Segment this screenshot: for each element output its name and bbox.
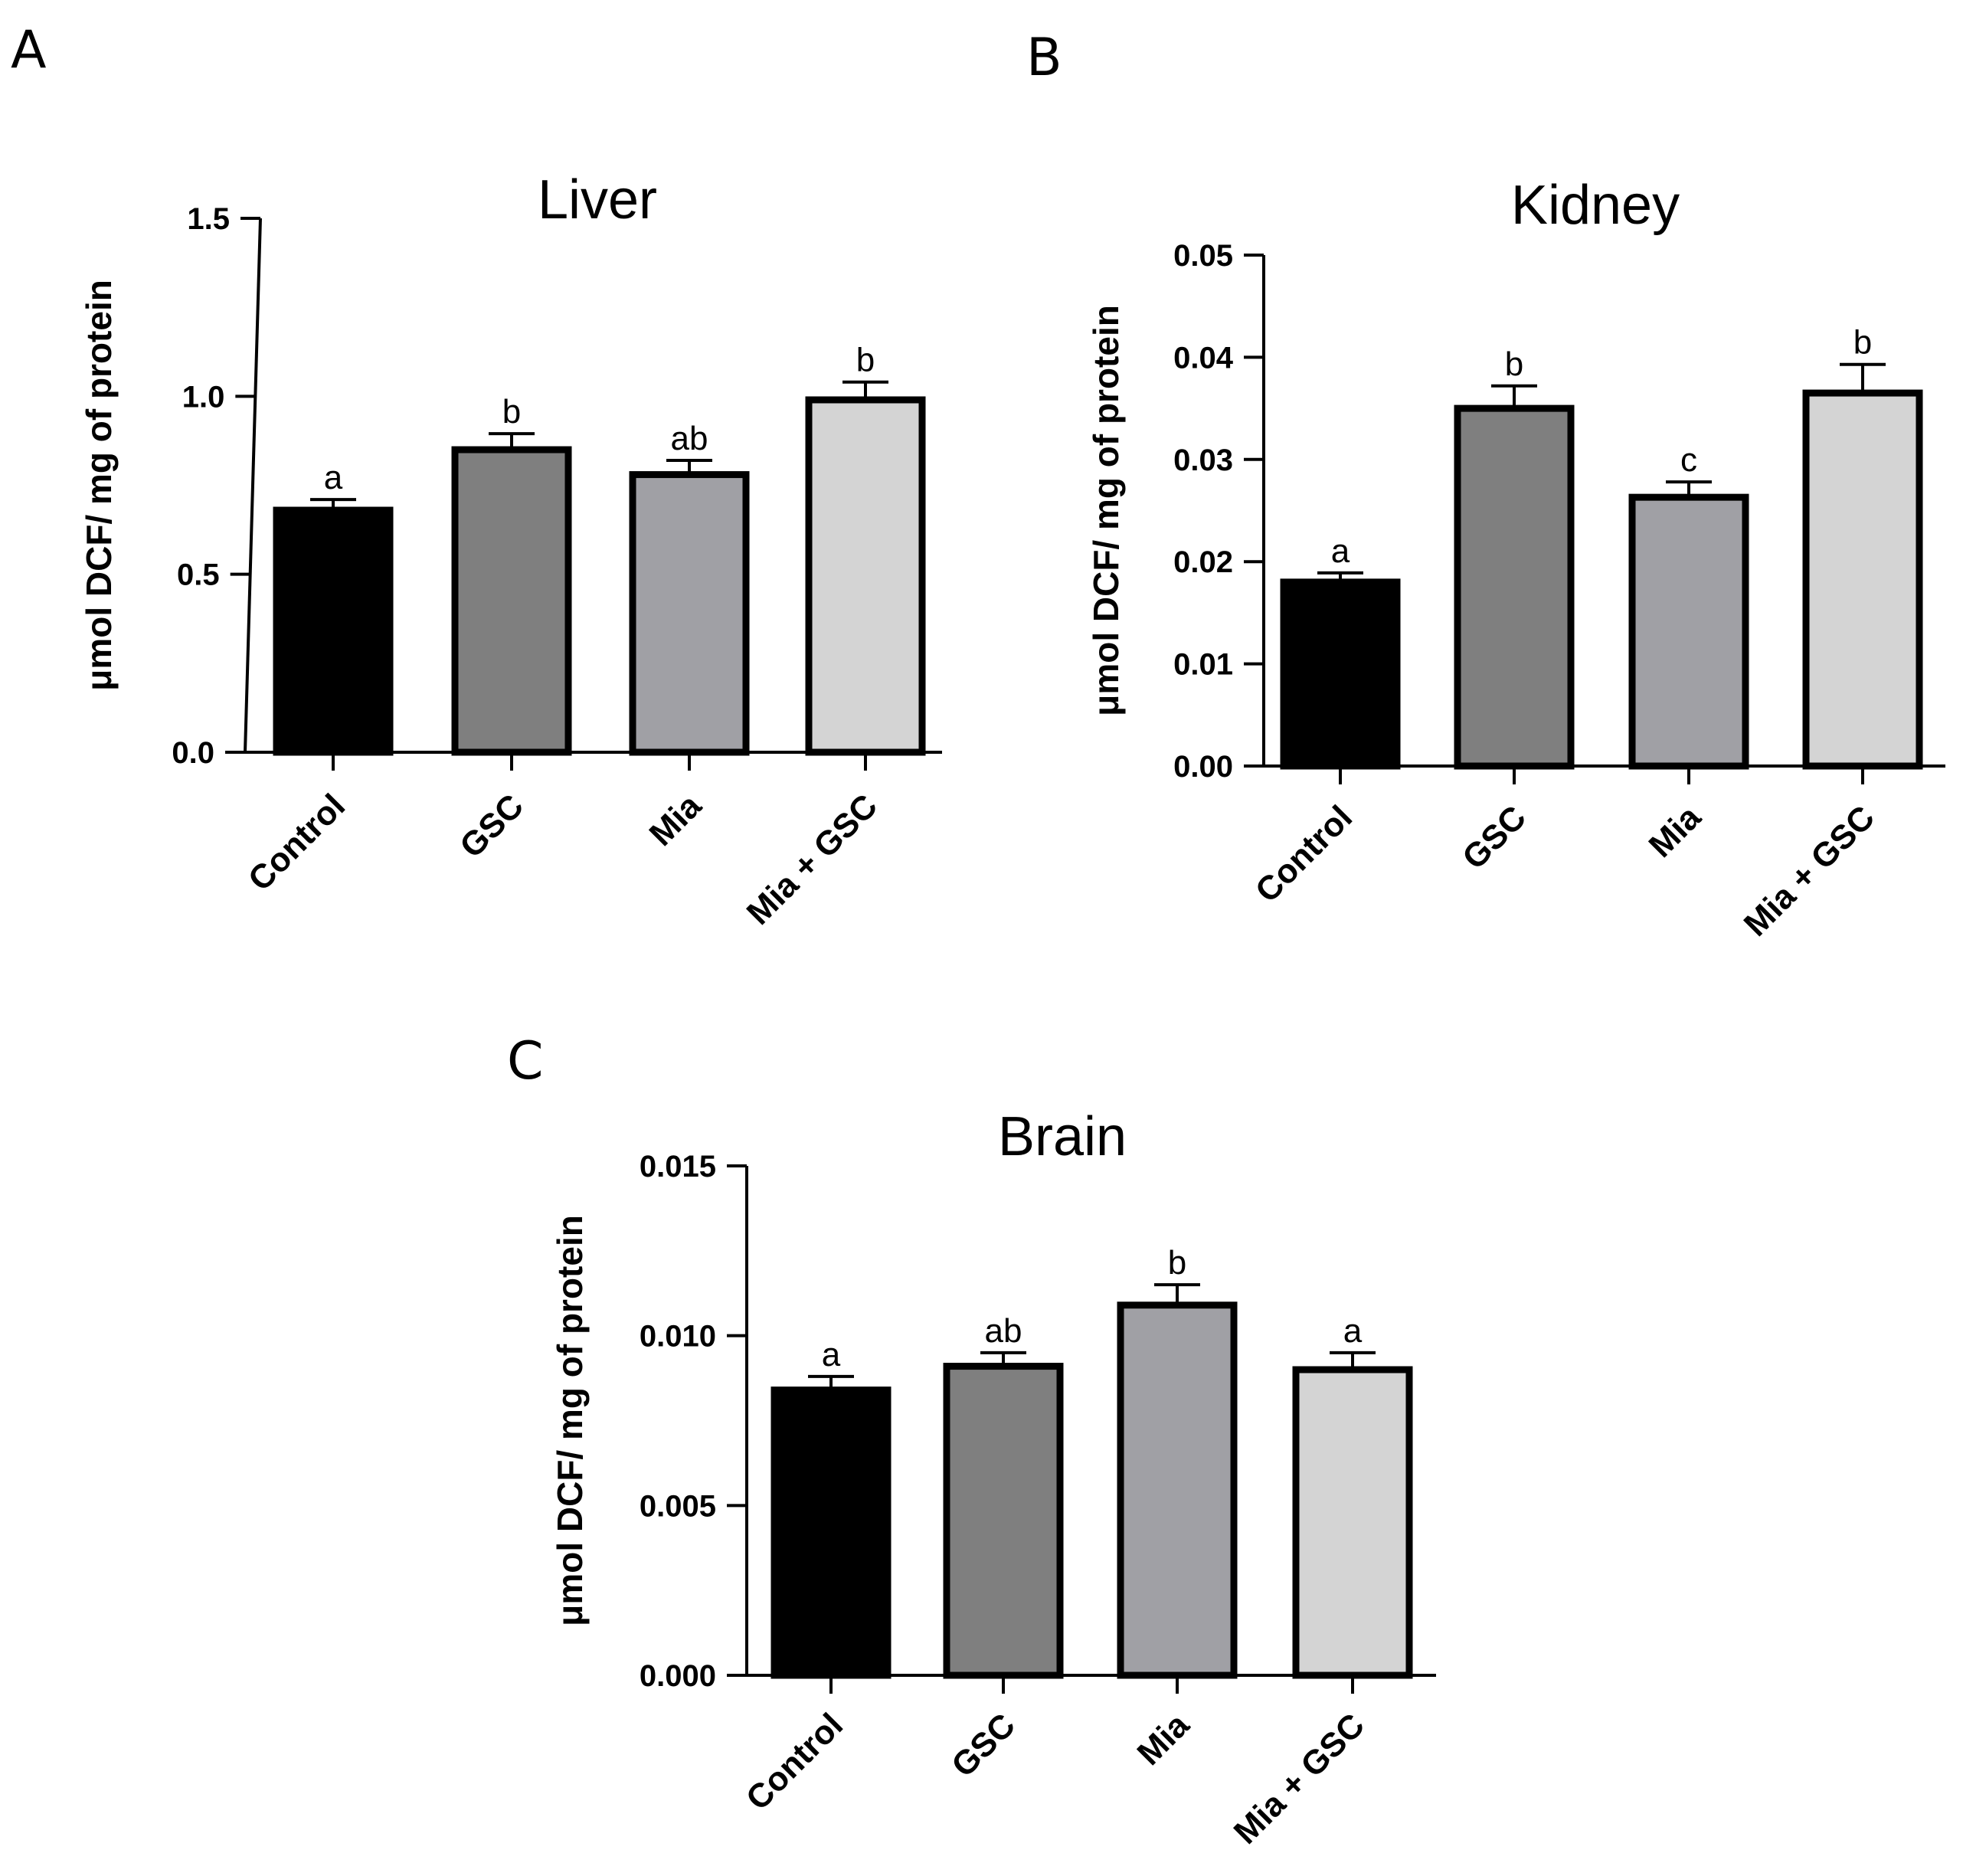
panel-c-significance-label: ab	[985, 1312, 1022, 1350]
panel-a-y-axis	[244, 218, 262, 753]
kidney-chart: Kidney μmol DCF/ mg of protein a Control b GS…	[1086, 175, 1945, 944]
panel-a-significance-label: b	[856, 342, 875, 379]
panel-b-y-tick-label: 0.04	[1173, 341, 1234, 375]
panel-c-category-label: Control	[739, 1706, 850, 1817]
liver-chart: Liver μmol DCF/ mg of protein a Control b GSC…	[79, 169, 942, 932]
panel-a-y-tick-label: 1.0	[182, 380, 225, 414]
panel-a-y-tick-label: 0.5	[177, 558, 220, 592]
panel-a-bar-gsc	[451, 446, 572, 756]
panel-a-chart-title: Liver	[538, 169, 657, 231]
panel-letter-a: A	[11, 20, 47, 80]
panel-b-category-label: GSC	[1455, 798, 1533, 876]
panel-a-category-label: Control	[241, 787, 352, 898]
panel-c-significance-label: a	[1343, 1312, 1363, 1350]
panel-a-category-label: Mia + GSC	[740, 787, 885, 931]
panel-b-bar-mia	[1628, 493, 1749, 770]
panel-c-category-label: GSC	[944, 1706, 1022, 1784]
panel-c-y-axis-label: μmol DCF/ mg of protein	[550, 1215, 590, 1626]
panel-c-bar-mia	[1117, 1301, 1238, 1679]
panel-b-significance-label: c	[1680, 441, 1697, 479]
panel-a-y-tick-label: 0.0	[172, 736, 214, 770]
panel-c-y-tick-label: 0.005	[640, 1489, 716, 1523]
panel-b-y-axis-label: μmol DCF/ mg of protein	[1086, 305, 1126, 716]
panel-c-y-tick-label: 0.010	[640, 1320, 716, 1354]
panel-c-bar-gsc	[943, 1363, 1064, 1679]
panel-b-category-label: Mia + GSC	[1737, 798, 1882, 943]
panel-b-chart-title: Kidney	[1511, 175, 1680, 236]
panel-a-significance-label: a	[324, 459, 343, 496]
panel-a-bar-mia-gsc	[805, 396, 926, 756]
panel-c-significance-label: a	[822, 1336, 841, 1373]
panel-a-significance-label: ab	[671, 420, 708, 457]
panel-b-y-tick-label: 0.00	[1173, 750, 1233, 784]
panel-a-significance-label: b	[502, 393, 521, 431]
panel-b-significance-label: b	[1853, 324, 1872, 362]
panel-a-bar-control	[273, 506, 394, 756]
panel-a-y-axis-label: μmol DCF/ mg of protein	[79, 280, 119, 691]
panel-c-y-tick-label: 0.000	[640, 1659, 716, 1693]
panel-a-bar-mia	[629, 471, 750, 756]
panel-b-bar-mia-gsc	[1802, 389, 1923, 770]
panel-b-category-label: Mia	[1642, 798, 1709, 865]
panel-c-significance-label: b	[1168, 1244, 1186, 1282]
panel-c-chart-title: Brain	[998, 1106, 1127, 1167]
panel-b-y-tick-label: 0.05	[1173, 239, 1233, 273]
panel-b-significance-label: a	[1331, 532, 1350, 570]
panel-a-y-tick-label: 1.5	[187, 202, 230, 236]
panel-b-y-tick-label: 0.02	[1173, 545, 1233, 579]
panel-b-bar-control	[1280, 578, 1401, 770]
panel-c-category-label: Mia + GSC	[1227, 1706, 1372, 1851]
panel-a-category-label: GSC	[453, 787, 531, 865]
panel-c-category-label: Mia	[1130, 1706, 1197, 1773]
panel-letter-c: C	[507, 1031, 543, 1092]
panel-letter-b: B	[1026, 28, 1062, 88]
panel-c-bar-mia-gsc	[1292, 1366, 1413, 1679]
panel-c-y-tick-label: 0.015	[640, 1150, 716, 1184]
panel-a-category-label: Mia	[643, 787, 709, 853]
panel-b-category-label: Control	[1248, 798, 1359, 909]
panel-b-significance-label: b	[1505, 345, 1523, 383]
panel-b-y-tick-label: 0.03	[1173, 444, 1233, 477]
panel-c-bar-control	[770, 1387, 892, 1679]
panel-b-y-tick-label: 0.01	[1173, 648, 1233, 682]
panel-b-bar-gsc	[1454, 404, 1575, 770]
